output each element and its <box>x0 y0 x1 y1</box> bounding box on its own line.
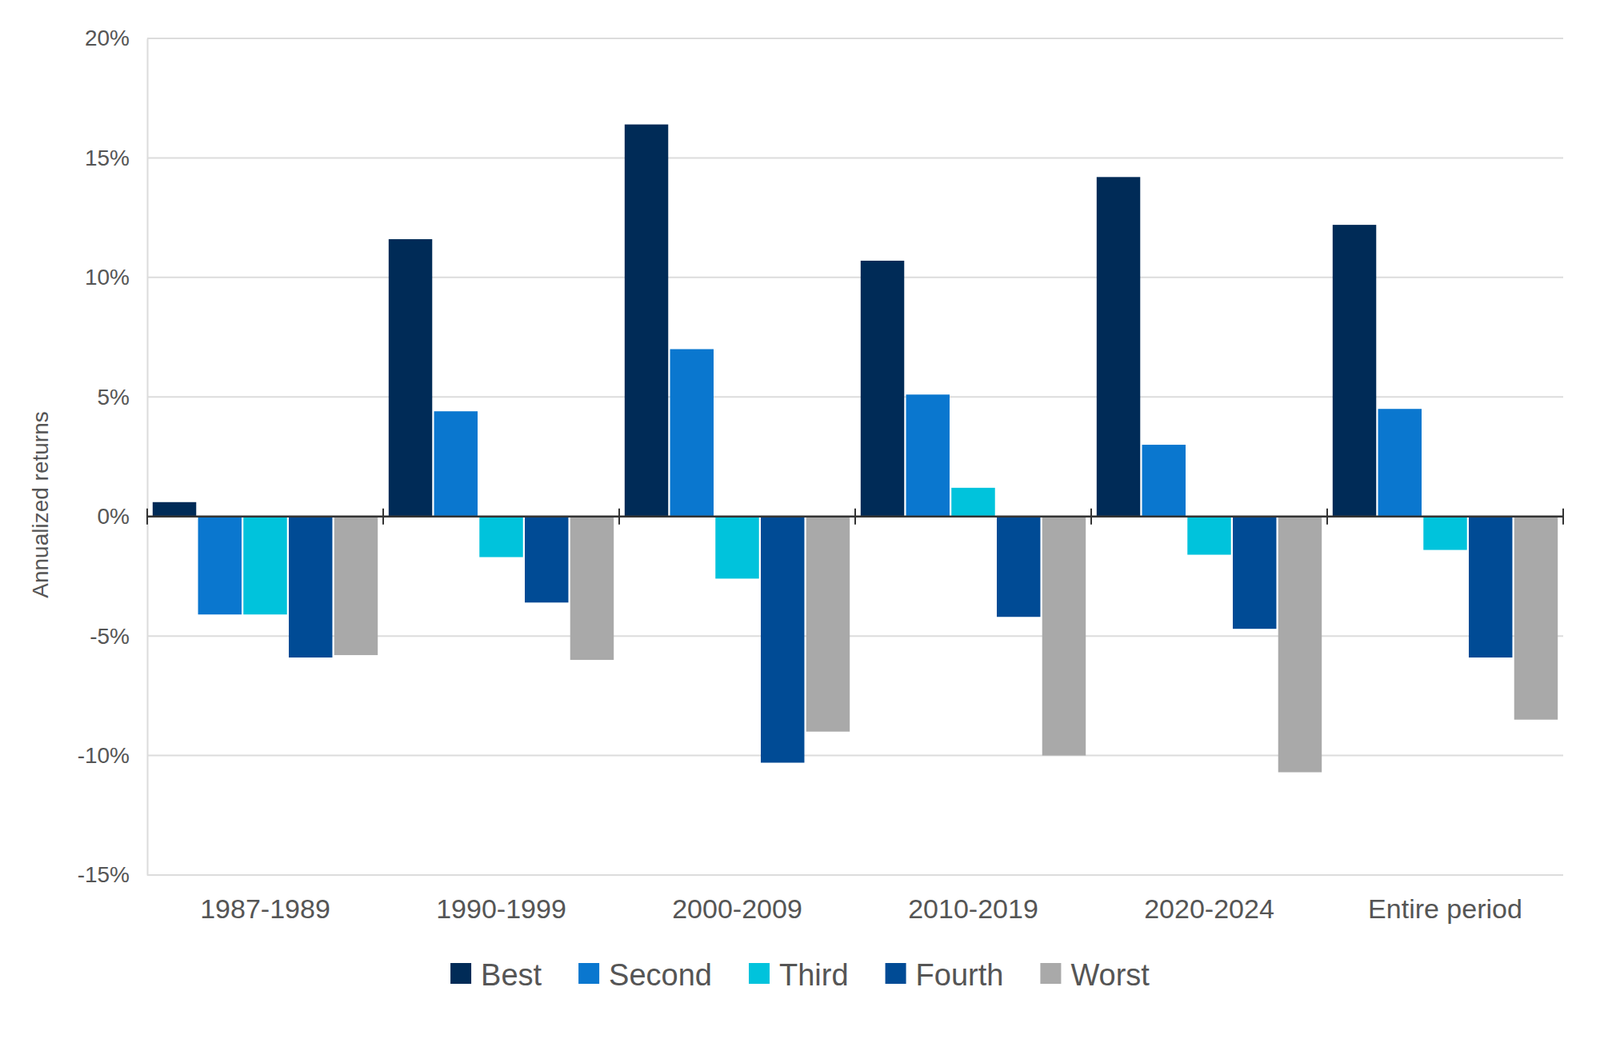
grid <box>147 38 1564 876</box>
bar <box>1142 444 1186 517</box>
bar <box>760 516 804 764</box>
bar <box>1468 516 1512 658</box>
group-separator <box>146 508 148 525</box>
legend-item: Best <box>450 958 542 992</box>
grid-line <box>147 755 1564 757</box>
bar <box>243 516 287 616</box>
legend-label: Third <box>779 958 849 992</box>
bar <box>570 516 614 660</box>
y-tick-label: 5% <box>97 384 130 410</box>
bar <box>1232 516 1276 629</box>
y-axis-line <box>147 39 149 876</box>
y-axis-title: Annualized returns <box>28 411 53 598</box>
bar <box>524 516 568 604</box>
grid-line <box>147 37 1564 40</box>
bar <box>996 516 1040 618</box>
bar <box>1423 516 1467 551</box>
bar <box>152 502 196 517</box>
series-bars <box>334 516 1558 773</box>
x-tick: 1987-1989 <box>200 875 331 924</box>
x-tick-label: 1990-1999 <box>436 893 567 924</box>
bar <box>1096 176 1140 516</box>
legend-label: Fourth <box>916 958 1004 992</box>
baseline <box>147 508 1564 525</box>
bar <box>434 411 478 516</box>
y-tick: -10% <box>77 743 148 768</box>
legend-swatch <box>748 963 770 984</box>
y-tick-label: 0% <box>97 504 130 529</box>
group-separator <box>1090 508 1092 525</box>
y-axis: -15% -10% -5% 0% 5% 10% 15% 20% <box>77 25 148 888</box>
y-tick-label: 20% <box>84 25 130 51</box>
group-separator <box>854 508 856 525</box>
legend-item: Third <box>748 958 849 992</box>
x-axis: 1987-1989 1990-1999 2000-2009 2010-2019 2020… <box>200 875 1523 924</box>
bar <box>198 516 242 616</box>
legend-swatch <box>1040 963 1061 984</box>
y-tick: 10% <box>84 264 148 290</box>
legend-item: Fourth <box>885 958 1004 992</box>
bar <box>1278 516 1322 773</box>
grid-line <box>147 874 1564 876</box>
x-tick: 1990-1999 <box>436 875 567 924</box>
legend-swatch <box>578 963 600 984</box>
bar <box>715 516 759 580</box>
legend-label: Worst <box>1070 958 1150 992</box>
x-tick: 2010-2019 <box>908 875 1039 924</box>
y-tick-label: 10% <box>84 264 130 290</box>
legend-label: Best <box>480 958 542 992</box>
bar <box>670 349 714 517</box>
group-separator <box>1562 508 1564 525</box>
x-tick: 2000-2009 <box>672 875 803 924</box>
legend-swatch <box>885 963 907 984</box>
y-tick-label: -10% <box>77 743 130 768</box>
grid-line <box>147 156 1564 159</box>
bar <box>334 516 378 656</box>
y-tick: -15% <box>77 862 148 888</box>
bar <box>1378 408 1422 516</box>
y-tick: 15% <box>84 145 148 171</box>
bar <box>479 516 523 558</box>
y-tick: 20% <box>84 25 148 51</box>
bar <box>1514 516 1558 720</box>
x-tick: Entire period <box>1368 875 1523 924</box>
x-tick-label: 1987-1989 <box>200 893 331 924</box>
bar <box>906 394 950 516</box>
legend-item: Worst <box>1040 958 1150 992</box>
bar <box>1042 516 1086 756</box>
y-tick-label: -5% <box>89 624 130 649</box>
chart: -15% -10% -5% 0% 5% 10% 15% 20% 1987-1989 1990-19… <box>0 0 1600 1047</box>
bar <box>624 124 668 517</box>
bars <box>152 124 1558 773</box>
bar <box>951 488 995 517</box>
group-separator <box>618 508 620 525</box>
x-tick-label: 2020-2024 <box>1144 893 1275 924</box>
y-tick-label: -15% <box>77 862 130 888</box>
x-tick: 2020-2024 <box>1144 875 1275 924</box>
legend-label: Second <box>608 958 712 992</box>
bar <box>806 516 850 732</box>
bar <box>388 239 432 517</box>
legend-item: Second <box>578 958 712 992</box>
series-bars <box>288 516 1512 764</box>
legend: Best Second Third Fourth Worst <box>450 958 1150 992</box>
x-tick-label: 2010-2019 <box>908 893 1039 924</box>
group-separator <box>1326 508 1328 525</box>
bar <box>860 260 904 517</box>
series-bars <box>152 124 1376 517</box>
bar <box>1187 516 1231 556</box>
bar <box>288 516 332 658</box>
y-tick: 0% <box>97 504 148 529</box>
plot-area: -15% -10% -5% 0% 5% 10% 15% 20% 1987-1989 1990-19… <box>77 25 1564 924</box>
legend-swatch <box>450 963 472 984</box>
y-tick-label: 15% <box>84 145 130 171</box>
group-separator <box>382 508 384 525</box>
x-tick-label: 2000-2009 <box>672 893 803 924</box>
bar <box>1332 224 1376 517</box>
x-tick-label: Entire period <box>1368 893 1523 924</box>
y-tick: 5% <box>97 384 148 410</box>
y-tick: -5% <box>89 624 148 649</box>
